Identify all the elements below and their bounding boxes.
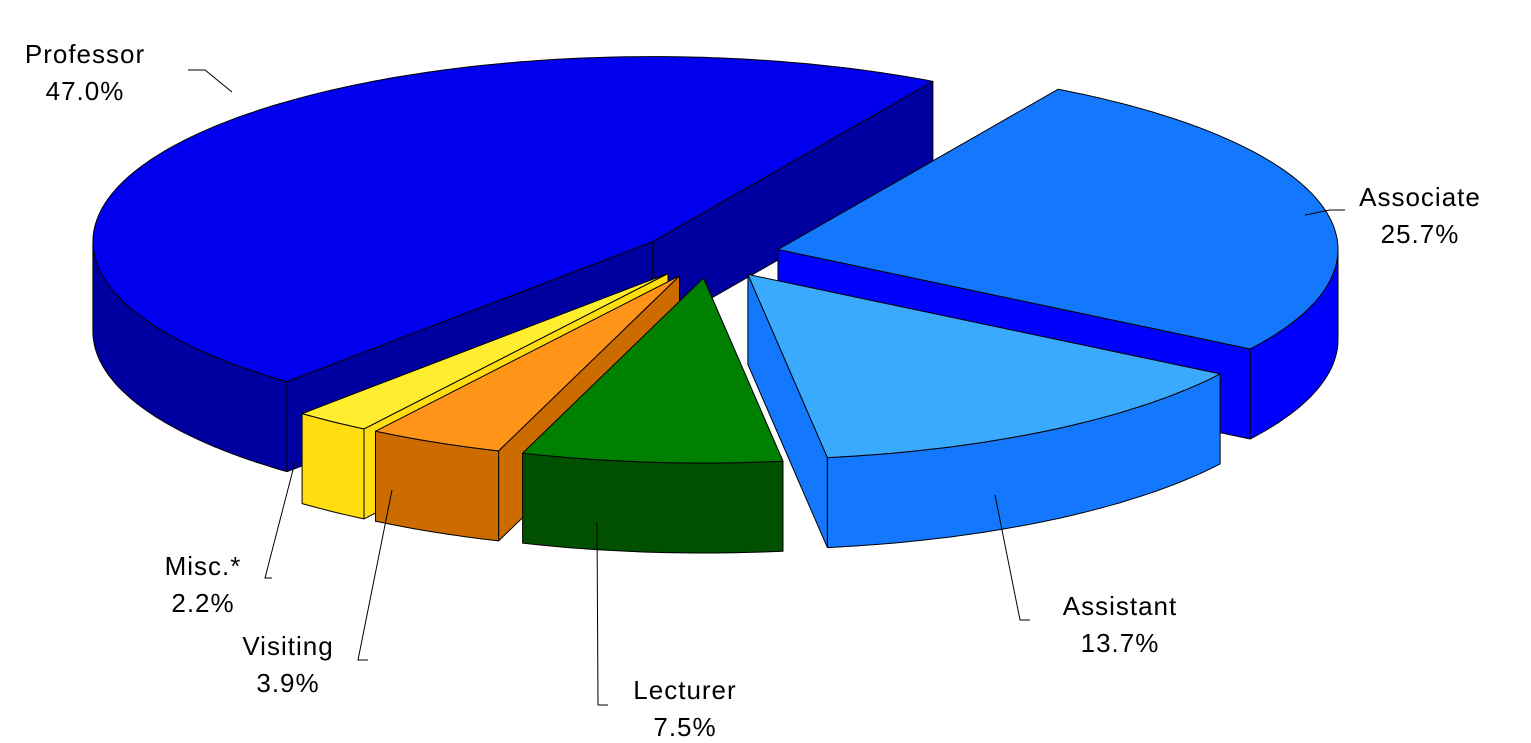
slice-value-label: 3.9% [256, 668, 319, 698]
leader-line [264, 461, 296, 579]
leader-line [1304, 209, 1345, 216]
leader-line [357, 489, 393, 661]
slice-value-label: 25.7% [1381, 219, 1460, 249]
slice-top [92, 56, 934, 383]
slice-label: Lecturer [633, 675, 736, 705]
slice-top [375, 275, 680, 452]
slice-top [522, 277, 784, 464]
slice-side [522, 452, 784, 554]
leader-line [994, 494, 1030, 621]
slice-label: Visiting [242, 631, 333, 661]
slice-label: Misc.* [165, 551, 242, 581]
slice-top [777, 88, 1339, 350]
slice-value-label: 13.7% [1081, 628, 1160, 658]
slice-label: Professor [25, 39, 145, 69]
slice-side [301, 413, 365, 520]
slice-value-label: 7.5% [653, 712, 716, 742]
slice-top [301, 273, 669, 430]
leader-line [188, 69, 233, 93]
slice-label: Associate [1359, 182, 1481, 212]
pie-slice [747, 273, 1221, 549]
slice-label: Assistant [1063, 591, 1178, 621]
pie-slice [522, 277, 784, 554]
slice-value-label: 47.0% [46, 76, 125, 106]
slice-value-label: 2.2% [171, 588, 234, 618]
leader-line [596, 521, 608, 706]
slice-top [747, 273, 1221, 459]
